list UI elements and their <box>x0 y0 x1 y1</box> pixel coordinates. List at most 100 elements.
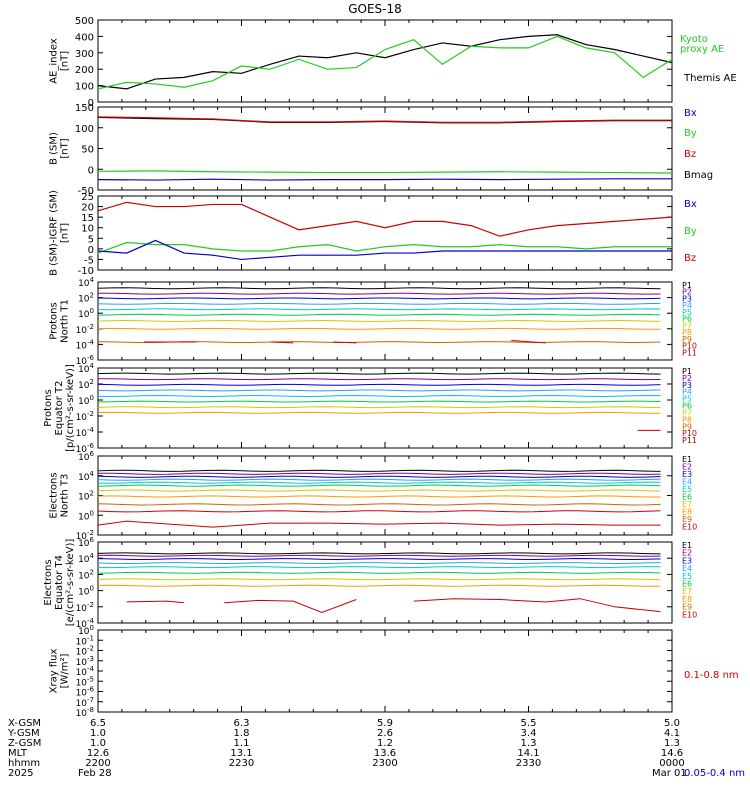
legend-entry: P4 <box>682 388 692 397</box>
axis-value: 5.5 <box>521 718 537 729</box>
legend-entry: E9 <box>682 603 692 612</box>
y-axis-label: [nT] <box>60 223 71 243</box>
legend-entry: Themis AE <box>683 73 737 84</box>
axis-row-label: 2025 <box>8 768 33 779</box>
legend-entry: P8 <box>682 328 692 337</box>
y-axis-label: Xray flux <box>49 649 60 694</box>
legend-entry: Bx <box>684 199 697 210</box>
chart-title: GOES-18 <box>348 2 402 16</box>
axis-value: 1.3 <box>664 738 680 749</box>
y-tick-label: 102 <box>78 568 94 581</box>
y-tick-label: 150 <box>75 103 94 114</box>
y-tick-label: 100 <box>75 124 94 135</box>
series-line <box>97 116 672 123</box>
axis-value: 12.6 <box>87 748 109 759</box>
legend-entry: 0.05-0.4 nm <box>684 768 745 779</box>
axis-row-label: hhmm <box>8 758 40 769</box>
y-tick-label: 100 <box>75 82 94 93</box>
series-line <box>97 239 672 261</box>
channel-line <box>97 469 661 472</box>
channel-line <box>97 510 661 513</box>
y-axis-label: North T3 <box>60 474 71 518</box>
y-tick-label: -5 <box>84 255 94 266</box>
series-line <box>97 170 673 174</box>
legend-entry: P6 <box>682 315 692 324</box>
legend-entry: Bz <box>684 149 696 160</box>
series-line <box>97 241 672 254</box>
channel-line <box>97 302 661 305</box>
legend-entry: P5 <box>682 308 692 317</box>
channel-line <box>97 478 661 481</box>
axis-row-label: Z-GSM <box>8 738 41 749</box>
series-line <box>97 178 672 181</box>
y-tick-label: 10-2 <box>76 410 94 423</box>
channel-line <box>97 558 661 560</box>
channel-line <box>97 552 661 555</box>
legend-entry: P3 <box>682 294 692 303</box>
channel-line <box>97 308 661 311</box>
y-tick-label: 100 <box>78 307 94 320</box>
legend-entry: E8 <box>682 508 692 517</box>
y-axis-label: B (SM) <box>49 132 60 165</box>
axis-value: 1.2 <box>377 738 393 749</box>
axis-value: 2300 <box>372 758 397 769</box>
legend-entry: P10 <box>682 342 697 351</box>
legend-entry: P7 <box>682 321 692 330</box>
axis-value: 1.3 <box>521 738 537 749</box>
legend-entry: E2 <box>682 549 692 558</box>
legend-entry: P2 <box>682 288 692 297</box>
y-tick-label: 50 <box>81 145 94 156</box>
y-tick-label: 0 <box>88 165 94 176</box>
channel-segment <box>224 599 357 614</box>
y-axis-label: Equator T2 <box>54 381 65 436</box>
axis-value: Mar 01 <box>652 768 687 779</box>
legend-entry: P11 <box>682 348 697 357</box>
legend-entry: E1 <box>682 455 692 464</box>
y-axis-label: B (SM)-IGRF (SM) <box>49 190 60 276</box>
axis-value: 1.0 <box>90 728 106 739</box>
channel-line <box>97 475 661 478</box>
y-tick-label: 20 <box>81 203 94 214</box>
legend-entry: P3 <box>682 381 692 390</box>
channel-line <box>97 584 661 587</box>
axis-value: 5.9 <box>377 718 393 729</box>
axis-value: 1.0 <box>90 738 106 749</box>
y-tick-label: 400 <box>75 32 94 43</box>
axis-value: 0000 <box>659 758 684 769</box>
channel-line <box>97 389 661 392</box>
axis-value: 6.5 <box>90 718 106 729</box>
channel-line <box>97 520 661 528</box>
y-axis-label: [p/(cm²-s-sr-keV)] <box>65 364 76 452</box>
channel-line <box>97 489 661 492</box>
legend-entry: P2 <box>682 374 692 383</box>
axis-value: 14.6 <box>661 748 683 759</box>
legend-entry: Bz <box>684 253 696 264</box>
y-tick-label: 104 <box>78 552 94 565</box>
channel-segment <box>126 600 185 604</box>
y-tick-label: 10-4 <box>76 338 95 351</box>
axis-value: 6.3 <box>234 718 250 729</box>
axis-value: 14.1 <box>517 748 539 759</box>
legend-entry: E3 <box>682 470 692 479</box>
y-axis-label: Electrons <box>49 472 60 518</box>
legend-entry: P7 <box>682 408 692 417</box>
channel-line <box>97 472 661 475</box>
axis-value: 13.6 <box>374 748 396 759</box>
legend-entry: E6 <box>682 580 692 589</box>
channel-line <box>97 400 661 403</box>
legend-entry: P6 <box>682 402 692 411</box>
y-axis-label: North T1 <box>60 299 71 343</box>
y-tick-label: 0 <box>88 245 94 256</box>
legend-entry: E9 <box>682 515 692 524</box>
channel-segment <box>333 341 357 344</box>
y-tick-label: 0 <box>88 98 94 109</box>
legend-entry: P9 <box>682 335 692 344</box>
legend-entry: E7 <box>682 500 692 509</box>
axis-value: Feb 28 <box>78 768 112 779</box>
